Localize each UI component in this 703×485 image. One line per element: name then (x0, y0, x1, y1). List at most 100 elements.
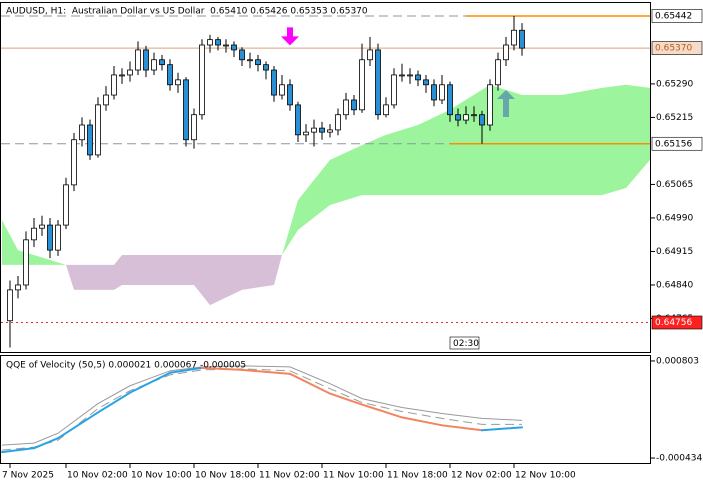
candle-body (103, 94, 109, 106)
cloud-layer (2, 84, 650, 306)
indicator-line (169, 366, 203, 374)
indicator-pane (0, 355, 651, 464)
candle-body (391, 74, 397, 106)
cloud-fill (450, 84, 490, 196)
candle-body (287, 84, 293, 106)
candle-body (511, 29, 517, 46)
candle-body (191, 114, 197, 141)
cloud-fill (522, 95, 562, 196)
candle-body (279, 84, 285, 96)
candle-body (463, 114, 469, 121)
candle-body (39, 224, 45, 229)
level-label-box (651, 136, 703, 151)
candle-body (303, 131, 309, 136)
candle-body (439, 84, 445, 101)
cloud-fill (2, 220, 18, 265)
candle-body (519, 29, 525, 49)
candle-body (135, 49, 141, 71)
candle-body (319, 127, 325, 133)
candle-body (167, 64, 173, 86)
level-label: 0.65156 (655, 139, 692, 149)
candle-body (375, 49, 381, 116)
candle-body (335, 114, 341, 131)
candle-body (351, 99, 357, 111)
indicator-line (97, 391, 131, 414)
indicator-line (57, 411, 99, 440)
x-tick-label: 11 Nov 02:00 (259, 471, 320, 481)
y-tick-label: 0.000803 (656, 356, 699, 366)
cloud-fill (386, 124, 418, 196)
candle-body (255, 59, 261, 66)
candle-body (271, 69, 277, 96)
indicator-line (329, 392, 363, 406)
candle-body (455, 114, 461, 121)
cloud-fill (490, 84, 522, 196)
candle-body (111, 74, 117, 96)
cloud-fill (114, 255, 122, 290)
candle-body (423, 79, 429, 86)
candle-body (143, 49, 149, 71)
cloud-fill (194, 255, 210, 306)
candle-body (47, 224, 53, 251)
candle-body (223, 44, 229, 47)
level-label-box (651, 315, 703, 330)
candle-body (175, 79, 181, 86)
candle-body (159, 59, 165, 66)
cloud-fill (74, 264, 114, 290)
indicator-line (241, 368, 291, 375)
indicator-line (1, 365, 523, 446)
x-tick-label: 10 Nov 18:00 (195, 471, 256, 481)
candle-body (79, 124, 85, 141)
candle-body (447, 84, 453, 116)
cloud-fill (602, 84, 626, 196)
candle-body (295, 104, 301, 136)
candle-body (23, 239, 29, 286)
candle-body (239, 49, 245, 61)
candle-body (247, 59, 253, 62)
indicator-line (441, 424, 483, 432)
cloud-fill (562, 87, 602, 196)
candle-body (263, 64, 269, 71)
cloud-fill (418, 109, 450, 196)
cloud-fill (298, 159, 330, 231)
candle-body (311, 127, 317, 133)
cloud-fill (242, 255, 274, 290)
candle-body (151, 59, 157, 71)
indicator-line (1, 447, 35, 454)
chart-title: AUDUSD, H1: Australian Dollar vs US Doll… (6, 7, 368, 17)
candle-body (215, 39, 221, 46)
level-label-box (651, 41, 703, 55)
level-label-box (651, 9, 703, 23)
cloud-fill (282, 200, 298, 256)
candle-body (479, 114, 485, 126)
x-tick-label: 12 Nov 02:00 (451, 471, 512, 481)
y-tick-label: 0.65215 (656, 113, 693, 123)
candle-body (415, 74, 421, 81)
candle-layer (7, 15, 525, 348)
candle-body (431, 84, 437, 101)
y-tick-label: 0.64840 (656, 280, 693, 290)
x-tick-label: 10 Nov 10:00 (131, 471, 192, 481)
candle-body (343, 99, 349, 116)
timer: 02:30 (453, 339, 479, 349)
candle-body (63, 184, 69, 226)
x-tick-label: 12 Nov 10:00 (515, 471, 576, 481)
signal-arrow (281, 27, 299, 46)
candle-body (31, 227, 37, 241)
indicator-line (481, 426, 523, 432)
indicator-line (401, 416, 443, 427)
x-tick-label: 7 Nov 2025 (2, 471, 54, 481)
y-tick-label: -0.000434 (656, 454, 702, 464)
x-tick-label: 10 Nov 02:00 (67, 471, 128, 481)
level-layer (1, 15, 650, 324)
indicator-line (129, 371, 171, 394)
level-label: 0.65442 (655, 11, 692, 21)
x-tick-label: 11 Nov 10:00 (323, 471, 384, 481)
y-tick-label: 0.65290 (656, 79, 693, 89)
x-tick-label: 11 Nov 18:00 (387, 471, 448, 481)
timer-box (449, 336, 480, 350)
cloud-fill (210, 255, 242, 306)
candle-body (359, 59, 365, 111)
candle-body (95, 104, 101, 156)
